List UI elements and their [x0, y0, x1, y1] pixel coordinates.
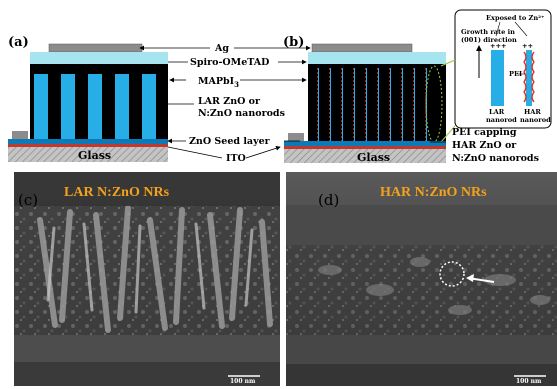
- ito-label: ITO: [226, 153, 246, 164]
- sem-title-d: HAR N:ZnO NRs: [380, 185, 487, 200]
- seed-layer-b: [284, 141, 446, 146]
- nanorods-a: [34, 74, 156, 140]
- seed-label: ZnO Seed layer: [189, 136, 271, 147]
- lar-label-2: N:ZnO nanorods: [198, 108, 285, 119]
- inset-har-charge: ++: [522, 42, 533, 50]
- panel-label-c: (c): [18, 191, 38, 209]
- sem-title-c: LAR N:ZnO NRs: [64, 185, 170, 200]
- ito-contact-a: [12, 131, 28, 139]
- spiro-layer-b: [308, 52, 446, 64]
- inset-har-rod: [526, 50, 532, 106]
- inset-lar-label-2: nanorod: [486, 116, 517, 124]
- sem-image-c: (c) LAR N:ZnO NRs 100 nm: [14, 172, 280, 386]
- ag-electrode-a: [48, 43, 143, 53]
- inset-growth-label-1: Growth rate in: [461, 28, 515, 36]
- spiro-layer-a: [30, 52, 168, 64]
- inset-nanorod-growth: Exposed to Zn²⁺ Growth rate in (001) dir…: [454, 9, 552, 129]
- inset-exposed-label: Exposed to Zn²⁺: [486, 14, 545, 22]
- inset-growth-label-2: (001) direction: [461, 36, 517, 44]
- scale-label-c: 100 nm: [230, 378, 256, 385]
- device-schematic-a: (a) Glass: [8, 35, 168, 162]
- spiro-label: Spiro-OMeTAD: [190, 57, 269, 68]
- inset-har-label-2: nanorod: [520, 116, 551, 124]
- panel-label-d: (d): [318, 191, 339, 209]
- sem-image-d: (d) HAR N:ZnO NRs 100 nm: [286, 172, 557, 386]
- seed-layer-a: [8, 139, 168, 144]
- inset-lar-rod: [491, 50, 504, 106]
- perovskite-layer-b: [308, 64, 446, 142]
- pei-label: PEI capping: [452, 127, 517, 138]
- scale-label-d: 100 nm: [516, 378, 542, 385]
- layer-labels: [139, 45, 446, 159]
- mapbi-label: MAPbI3: [198, 76, 239, 89]
- ito-layer-b: [284, 146, 446, 149]
- ito-layer-a: [8, 144, 168, 147]
- ag-electrode-b: [311, 43, 413, 53]
- ito-contact-b: [288, 133, 304, 141]
- lar-label-1: LAR ZnO or: [198, 96, 261, 107]
- panel-label-b: (b): [283, 35, 304, 50]
- glass-label-b: Glass: [357, 151, 390, 164]
- device-schematic-b: (b): [283, 9, 552, 164]
- panel-label-a: (a): [8, 35, 29, 50]
- inset-pei-label: PEI: [509, 70, 522, 78]
- glass-label-a: Glass: [78, 149, 111, 162]
- glass-substrate-a: [8, 147, 168, 162]
- har-label-1: HAR ZnO or: [452, 140, 517, 151]
- inset-lar-charge: +++: [490, 42, 507, 50]
- inset-har-label-1: HAR: [524, 108, 541, 116]
- glass-substrate-b: [284, 149, 446, 163]
- highlight-circle-d: [439, 261, 465, 287]
- har-label-2: N:ZnO nanorods: [452, 153, 539, 164]
- ag-label: Ag: [214, 43, 229, 54]
- inset-lar-label-1: LAR: [489, 108, 505, 116]
